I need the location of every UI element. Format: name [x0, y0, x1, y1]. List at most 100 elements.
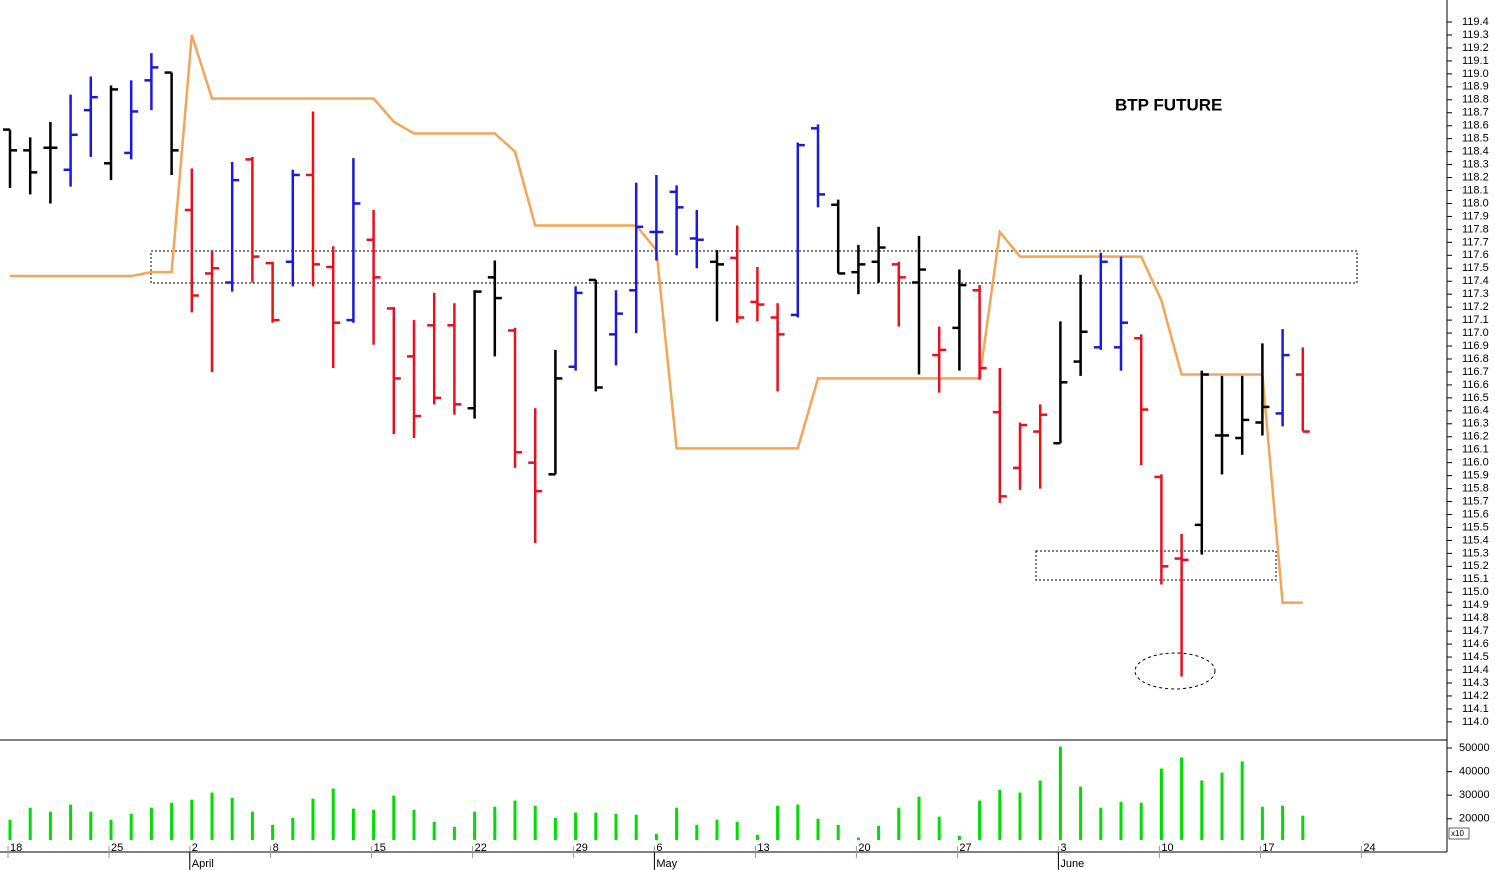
volume-bar	[1200, 780, 1204, 840]
y-tick-label: 116.6	[1462, 379, 1489, 391]
volume-bar	[937, 816, 941, 840]
low-marker	[1134, 652, 1216, 690]
y-tick-label: 116.0	[1462, 457, 1489, 469]
volume-bar	[1018, 792, 1022, 840]
volume-bar	[311, 798, 315, 840]
volume-bar	[856, 837, 860, 840]
y-tick-label: 117.5	[1462, 262, 1489, 274]
volume-bar	[149, 807, 153, 840]
y-tick-label: 118.2	[1462, 171, 1489, 183]
y-tick-label: 117.6	[1462, 249, 1489, 261]
volume-bar	[654, 833, 658, 840]
volume-bar	[412, 809, 416, 840]
volume-tick-label: 50000	[1459, 742, 1490, 754]
x-tick-label: 27	[959, 842, 971, 854]
volume-bar	[1159, 768, 1163, 840]
volume-bar	[816, 818, 820, 840]
volume-bar	[917, 796, 921, 840]
volume-bar	[836, 824, 840, 840]
x-tick-label: 25	[111, 842, 123, 854]
volume-bar	[351, 808, 355, 840]
volume-bar	[190, 799, 194, 840]
volume-bar	[978, 800, 982, 840]
volume-bar	[1139, 802, 1143, 840]
volume-bar	[271, 824, 275, 840]
x-tick-label: 20	[858, 842, 870, 854]
volume-bar	[392, 795, 396, 840]
y-tick-label: 114.7	[1462, 625, 1489, 637]
volume-bar	[574, 812, 578, 840]
volume-bar	[89, 811, 93, 840]
volume-bar	[897, 807, 901, 840]
volume-bar	[28, 807, 32, 840]
volume-bar	[715, 819, 719, 840]
x-tick-label: 15	[374, 842, 386, 854]
support-zone	[1035, 550, 1277, 581]
month-label: May	[656, 858, 677, 870]
volume-bar	[1079, 786, 1083, 840]
y-tick-label: 115.8	[1462, 482, 1489, 494]
y-tick-label: 117.8	[1462, 223, 1489, 235]
resistance-zone	[150, 250, 1358, 284]
y-tick-label: 115.3	[1462, 547, 1489, 559]
volume-bar	[291, 817, 295, 840]
x-tick-label: 17	[1262, 842, 1274, 854]
volume-bar	[1220, 772, 1224, 840]
volume-bar	[1240, 761, 1244, 840]
volume-tick-label: 20000	[1459, 813, 1490, 825]
y-tick-label: 119.0	[1462, 68, 1489, 80]
y-tick-label: 114.6	[1462, 638, 1489, 650]
y-tick-label: 114.3	[1462, 677, 1489, 689]
y-tick-label: 116.1	[1462, 444, 1489, 456]
x-tick-label: 13	[757, 842, 769, 854]
volume-bar	[957, 835, 961, 840]
y-tick-label: 114.5	[1462, 651, 1489, 663]
volume-bar	[69, 804, 73, 840]
x-tick-label: 3	[1060, 842, 1066, 854]
volume-bar	[109, 819, 113, 840]
volume-bar	[634, 814, 638, 840]
y-tick-label: 117.0	[1462, 327, 1489, 339]
volume-bar	[48, 811, 52, 840]
volume-bar	[129, 813, 133, 840]
volume-bar	[776, 805, 780, 840]
y-tick-label: 118.1	[1462, 184, 1489, 196]
y-tick-label: 118.4	[1462, 146, 1489, 158]
volume-bar	[695, 824, 699, 840]
y-tick-label: 114.2	[1462, 690, 1489, 702]
y-tick-label: 115.5	[1462, 521, 1489, 533]
x-tick-label: 8	[273, 842, 279, 854]
chart-title: BTP FUTURE	[1115, 95, 1222, 114]
y-tick-label: 116.3	[1462, 418, 1489, 430]
volume-bar	[1099, 807, 1103, 840]
y-tick-label: 118.7	[1462, 107, 1489, 119]
volume-bar	[998, 789, 1002, 840]
x-tick-label: 24	[1363, 842, 1375, 854]
y-tick-label: 116.2	[1462, 431, 1489, 443]
volume-bar	[553, 817, 557, 840]
volume-bar	[432, 821, 436, 840]
y-tick-label: 114.8	[1462, 612, 1489, 624]
volume-bar	[493, 806, 497, 840]
y-tick-label: 117.4	[1462, 275, 1489, 287]
y-tick-label: 116.4	[1462, 405, 1489, 417]
volume-bar	[210, 792, 214, 840]
x-tick-label: 10	[1161, 842, 1173, 854]
y-tick-label: 116.5	[1462, 392, 1489, 404]
volume-tick-label: 30000	[1459, 789, 1490, 801]
y-tick-label: 114.9	[1462, 599, 1489, 611]
volume-bar	[675, 807, 679, 840]
x-tick-label: 22	[475, 842, 487, 854]
y-tick-label: 118.8	[1462, 94, 1489, 106]
volume-bar	[735, 821, 739, 840]
volume-bar	[230, 797, 234, 840]
y-tick-label: 117.9	[1462, 210, 1489, 222]
month-label: April	[192, 858, 214, 870]
y-tick-label: 118.6	[1462, 120, 1489, 132]
x-tick-label: 6	[656, 842, 662, 854]
y-tick-label: 118.5	[1462, 133, 1489, 145]
volume-bar	[1281, 805, 1285, 840]
y-tick-label: 117.7	[1462, 236, 1489, 248]
y-tick-label: 117.1	[1462, 314, 1489, 326]
